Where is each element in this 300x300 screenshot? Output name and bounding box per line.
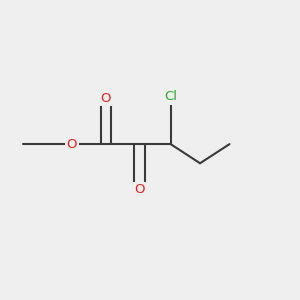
Text: Cl: Cl	[164, 91, 177, 103]
Text: O: O	[67, 138, 77, 151]
Text: O: O	[100, 92, 111, 105]
Text: O: O	[134, 183, 145, 196]
